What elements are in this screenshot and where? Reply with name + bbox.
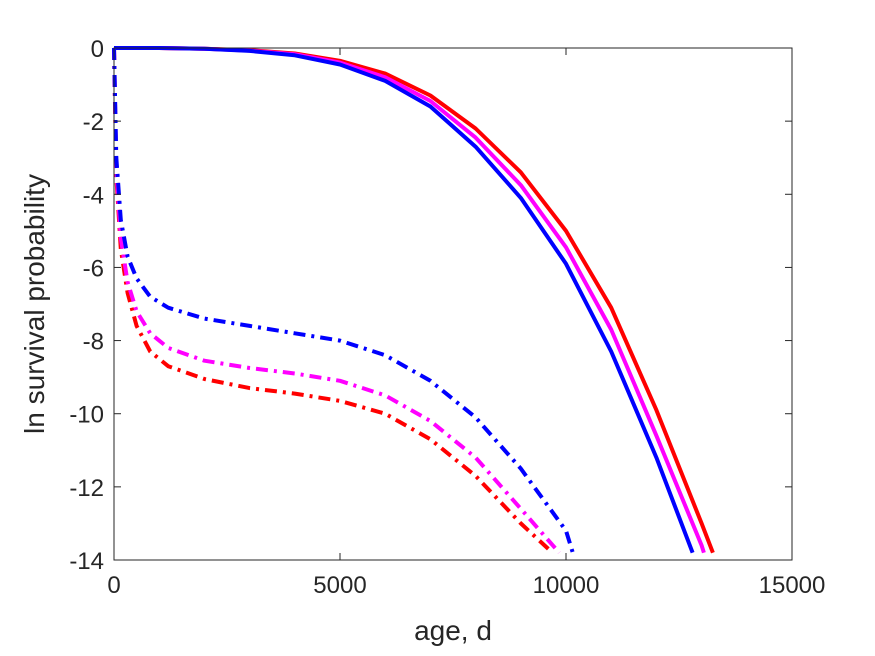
- y-tick-label: 0: [91, 36, 104, 63]
- y-tick-label: -6: [83, 255, 104, 282]
- series-line-3: [114, 46, 695, 554]
- series-line-6: [112, 47, 575, 554]
- y-tick-label: -14: [69, 548, 104, 575]
- y-tick-label: -10: [69, 402, 104, 429]
- axes-box: [113, 47, 793, 561]
- x-tick-label: 15000: [759, 572, 826, 599]
- y-axis-label: ln survival probability: [19, 174, 50, 434]
- x-tick-label: 5000: [313, 572, 366, 599]
- series-layer: [112, 46, 715, 555]
- y-tick-label: -12: [69, 475, 104, 502]
- x-tick-label: 0: [107, 572, 120, 599]
- plot-area: [114, 48, 792, 560]
- y-tick-label: -8: [83, 329, 104, 356]
- tick-layer: 0 5000 10000 15000 0 -2 -4 -6 -8 -10 -12 -14: [69, 36, 825, 599]
- x-axis-label: age, d: [414, 615, 492, 646]
- y-tick-label: -4: [83, 182, 104, 209]
- x-tick-label: 10000: [533, 572, 600, 599]
- y-tick-label: -2: [83, 109, 104, 136]
